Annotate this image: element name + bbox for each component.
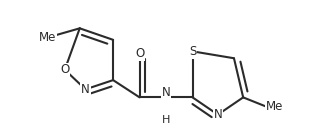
- Text: N: N: [81, 83, 90, 96]
- Text: N: N: [162, 86, 170, 99]
- Text: H: H: [162, 115, 170, 125]
- Text: O: O: [135, 47, 144, 60]
- Text: S: S: [189, 45, 196, 58]
- Text: N: N: [214, 108, 222, 121]
- Text: Me: Me: [266, 100, 283, 113]
- Text: O: O: [60, 63, 70, 76]
- Text: Me: Me: [39, 31, 56, 44]
